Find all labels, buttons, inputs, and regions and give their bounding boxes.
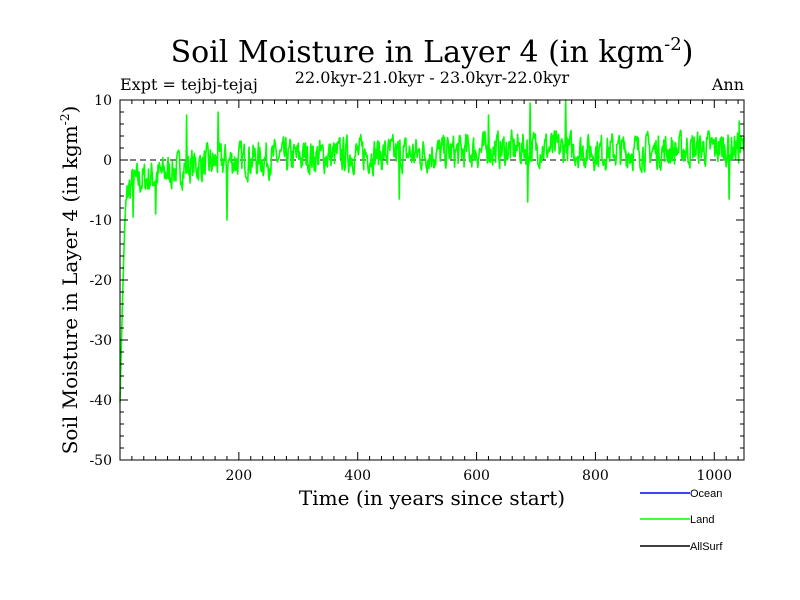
season-label: Ann (711, 75, 744, 94)
x-tick-label: 800 (582, 468, 609, 484)
chart-title: Soil Moisture in Layer 4 (in kgm-2) (171, 34, 694, 70)
legend-allsurf-label: AllSurf (690, 541, 723, 553)
y-tick-label: -30 (89, 333, 112, 349)
x-tick-label: 400 (344, 468, 371, 484)
y-tick-label: -20 (89, 273, 112, 289)
y-tick-label: -40 (89, 393, 112, 409)
axis-ticks: 200 400 600 800 1000 10 0 -10 -20 -30 -40 -50 (89, 93, 744, 484)
experiment-label: Expt = tejbj-tejaj (120, 75, 258, 94)
y-tick-label: -50 (89, 453, 112, 469)
x-tick-label: 600 (463, 468, 490, 484)
legend-ocean-label: Ocean (690, 488, 722, 500)
y-axis-label: Soil Moisture in Layer 4 (in kgm-2) (58, 106, 82, 455)
land-series-line (119, 99, 745, 403)
legend: Ocean Land AllSurf (640, 488, 723, 553)
x-tick-label: 1000 (696, 468, 732, 484)
legend-land-label: Land (690, 514, 714, 526)
chart-title-superscript: -2 (664, 34, 682, 55)
y-tick-label: 0 (103, 153, 112, 169)
y-axis-label-superscript: -2 (58, 114, 72, 126)
chart-subtitle: 22.0kyr-21.0kyr - 23.0kyr-22.0kyr (295, 68, 570, 87)
x-axis-label: Time (in years since start) (299, 486, 565, 510)
y-tick-label: 10 (94, 93, 112, 109)
x-tick-label: 200 (225, 468, 252, 484)
y-tick-label: -10 (89, 213, 112, 229)
